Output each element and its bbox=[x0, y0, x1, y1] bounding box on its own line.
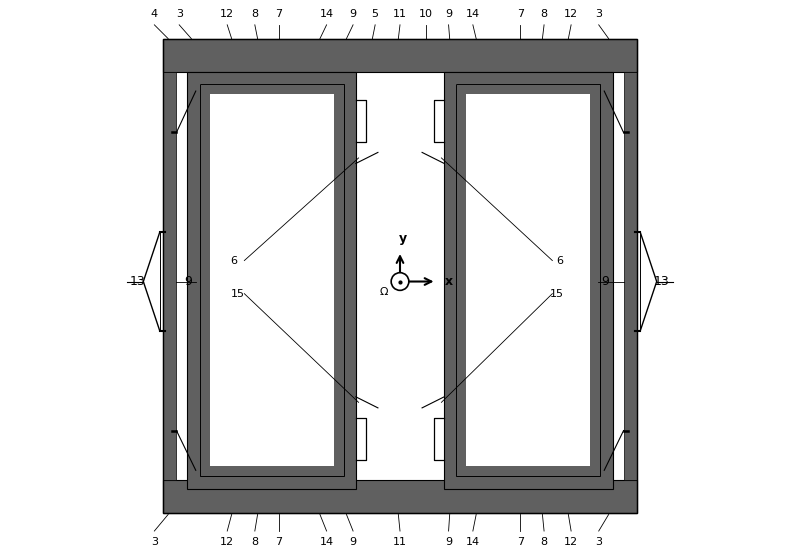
Text: 8: 8 bbox=[541, 9, 548, 19]
Bar bbox=[623, 72, 638, 480]
Bar bbox=[162, 39, 638, 513]
Bar bbox=[456, 84, 600, 476]
Bar bbox=[214, 325, 330, 341]
Bar bbox=[444, 72, 613, 489]
Text: 5: 5 bbox=[372, 9, 378, 19]
Bar bbox=[470, 254, 586, 270]
Text: 6: 6 bbox=[556, 256, 563, 266]
Bar bbox=[200, 84, 344, 476]
Text: 12: 12 bbox=[220, 9, 234, 19]
Text: 6: 6 bbox=[230, 256, 238, 266]
Bar bbox=[214, 290, 330, 306]
Bar bbox=[466, 94, 590, 466]
Text: Ω: Ω bbox=[380, 287, 389, 297]
Bar bbox=[162, 39, 638, 72]
Text: 8: 8 bbox=[541, 537, 548, 546]
Bar bbox=[162, 72, 177, 480]
Text: 12: 12 bbox=[564, 9, 578, 19]
Bar bbox=[214, 431, 330, 447]
Bar bbox=[470, 149, 586, 164]
Bar bbox=[187, 72, 356, 489]
Text: 7: 7 bbox=[517, 537, 524, 546]
Bar bbox=[470, 114, 586, 129]
Bar bbox=[470, 290, 586, 306]
Text: 14: 14 bbox=[466, 9, 480, 19]
Bar bbox=[210, 94, 334, 466]
Text: 3: 3 bbox=[176, 9, 182, 19]
Bar bbox=[470, 396, 586, 411]
Bar bbox=[470, 184, 586, 200]
Bar bbox=[214, 114, 330, 129]
Bar bbox=[470, 431, 586, 447]
Bar bbox=[200, 84, 344, 476]
Text: 14: 14 bbox=[319, 537, 334, 546]
Text: 12: 12 bbox=[220, 537, 234, 546]
Bar bbox=[162, 39, 638, 513]
Bar bbox=[214, 184, 330, 200]
Text: 11: 11 bbox=[393, 537, 407, 546]
Bar bbox=[214, 149, 330, 164]
Text: 14: 14 bbox=[319, 9, 334, 19]
Bar bbox=[214, 219, 330, 235]
Text: 9: 9 bbox=[445, 537, 452, 546]
Text: 9: 9 bbox=[350, 537, 357, 546]
Bar bbox=[214, 254, 330, 270]
Bar bbox=[456, 84, 600, 476]
Text: 3: 3 bbox=[595, 537, 602, 546]
Bar bbox=[162, 480, 638, 513]
Text: 15: 15 bbox=[230, 289, 245, 299]
Text: 9: 9 bbox=[445, 9, 452, 19]
Bar bbox=[470, 360, 586, 376]
Bar bbox=[214, 396, 330, 411]
Text: 9: 9 bbox=[185, 275, 193, 288]
Text: 3: 3 bbox=[595, 9, 602, 19]
Text: 4: 4 bbox=[150, 9, 158, 19]
Text: 10: 10 bbox=[419, 9, 433, 19]
Bar bbox=[470, 219, 586, 235]
Text: 7: 7 bbox=[275, 9, 282, 19]
Text: 8: 8 bbox=[251, 537, 258, 546]
Bar bbox=[214, 360, 330, 376]
Text: y: y bbox=[398, 231, 407, 245]
Text: 13: 13 bbox=[130, 275, 146, 288]
Text: 14: 14 bbox=[466, 537, 480, 546]
Text: 13: 13 bbox=[654, 275, 670, 288]
Circle shape bbox=[391, 273, 409, 290]
Text: 7: 7 bbox=[517, 9, 524, 19]
Text: 9: 9 bbox=[601, 275, 609, 288]
Bar bbox=[470, 325, 586, 341]
Text: 12: 12 bbox=[564, 537, 578, 546]
Text: 15: 15 bbox=[550, 289, 563, 299]
Text: 3: 3 bbox=[151, 537, 158, 546]
Text: 8: 8 bbox=[251, 9, 258, 19]
Text: 11: 11 bbox=[393, 9, 407, 19]
Text: 9: 9 bbox=[350, 9, 357, 19]
Text: x: x bbox=[445, 275, 453, 288]
Text: 7: 7 bbox=[275, 537, 282, 546]
